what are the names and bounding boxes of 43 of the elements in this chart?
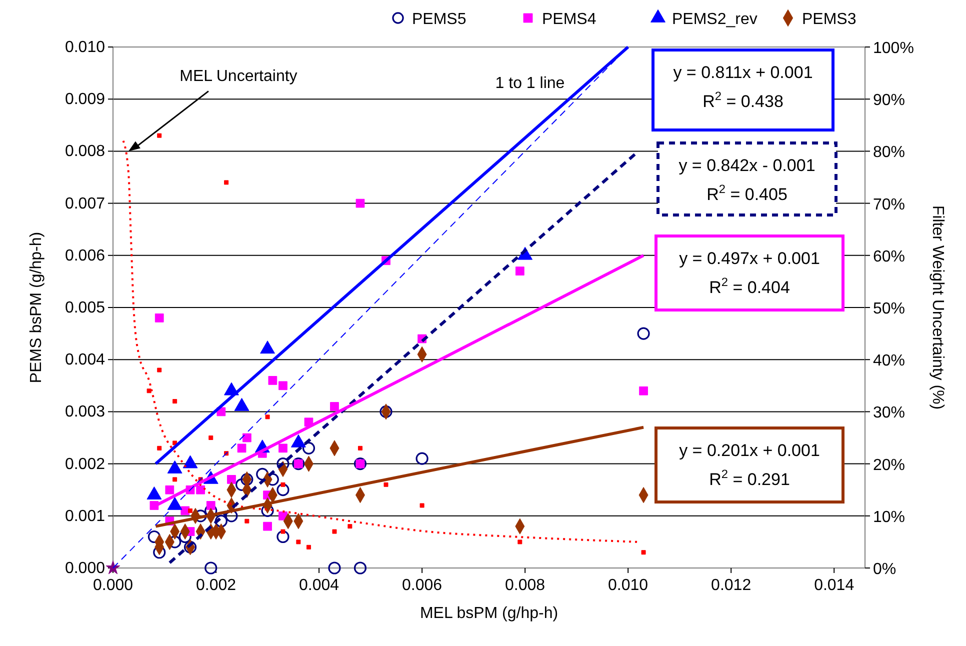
x-tick-label: 0.006 [402,577,442,594]
annotation: y = 0.201x + 0.001 R$^{2}$ = 0.291 [679,441,820,489]
y-tick-label: 0.008 [64,143,106,160]
y-tick-label: 0.010 [64,39,106,56]
y2-axis-title: Filter Weight Uncertainty (%) [929,205,946,410]
y2-tick-label: 100% [873,40,914,57]
legend-label: PEMS3 [802,11,856,28]
y2-tick-label: 60% [873,248,906,266]
y-tick-label: 0.001 [64,508,106,525]
x-tick-label: 0.004 [299,577,340,594]
y-tick-label: 0.007 [64,195,106,212]
y2-tick-label: 10% [873,508,906,526]
y2-tick-label: 50% [873,300,906,318]
legend-label: PEMS4 [542,11,596,28]
y2-tick-label: 70% [873,196,906,214]
legend-label: PEMS5 [412,11,466,28]
x-tick-label: 0.014 [814,577,854,594]
annotation: y = 0.811x + 0.001 R$^{2}$ = 0.438 [673,63,813,111]
annotation: MEL Uncertainty [180,68,298,86]
x-tick-label: 0.000 [92,577,134,594]
y2-tick-label: 20% [873,456,906,474]
y-tick-label: 0.002 [64,456,106,473]
y-axis-title: PEMS bsPM (g/hp-h) [28,232,45,384]
annotation: 1 to 1 line [495,75,565,92]
x-tick-label: 0.008 [505,577,546,594]
y-tick-label: 0.006 [64,247,106,264]
y2-tick-label: 90% [873,92,906,110]
annotation: y = 0.842x - 0.001 R$^{2}$ = 0.405 [678,156,816,204]
x-tick-label: 0.002 [196,577,236,594]
y2-tick-label: 40% [873,352,906,370]
y-tick-label: 0.009 [64,91,106,108]
annotation: y = 0.497x + 0.001 R$^{2}$ = 0.404 [679,249,820,297]
y2-tick-label: 30% [873,404,906,422]
y2-tick-label: 0% [873,561,896,578]
y-tick-label: 0.005 [64,300,106,316]
x-tick-label: 0.012 [711,577,752,594]
x-tick-label: 0.010 [608,577,648,594]
y-tick-label: 0.004 [64,352,106,369]
y2-tick-label: 80% [873,144,906,162]
y-tick-label: 0.000 [64,560,106,577]
y-tick-label: 0.003 [64,404,106,421]
x-axis-title: MEL bsPM (g/hp-h) [420,605,558,622]
legend-label: PEMS2_rev [672,11,758,28]
